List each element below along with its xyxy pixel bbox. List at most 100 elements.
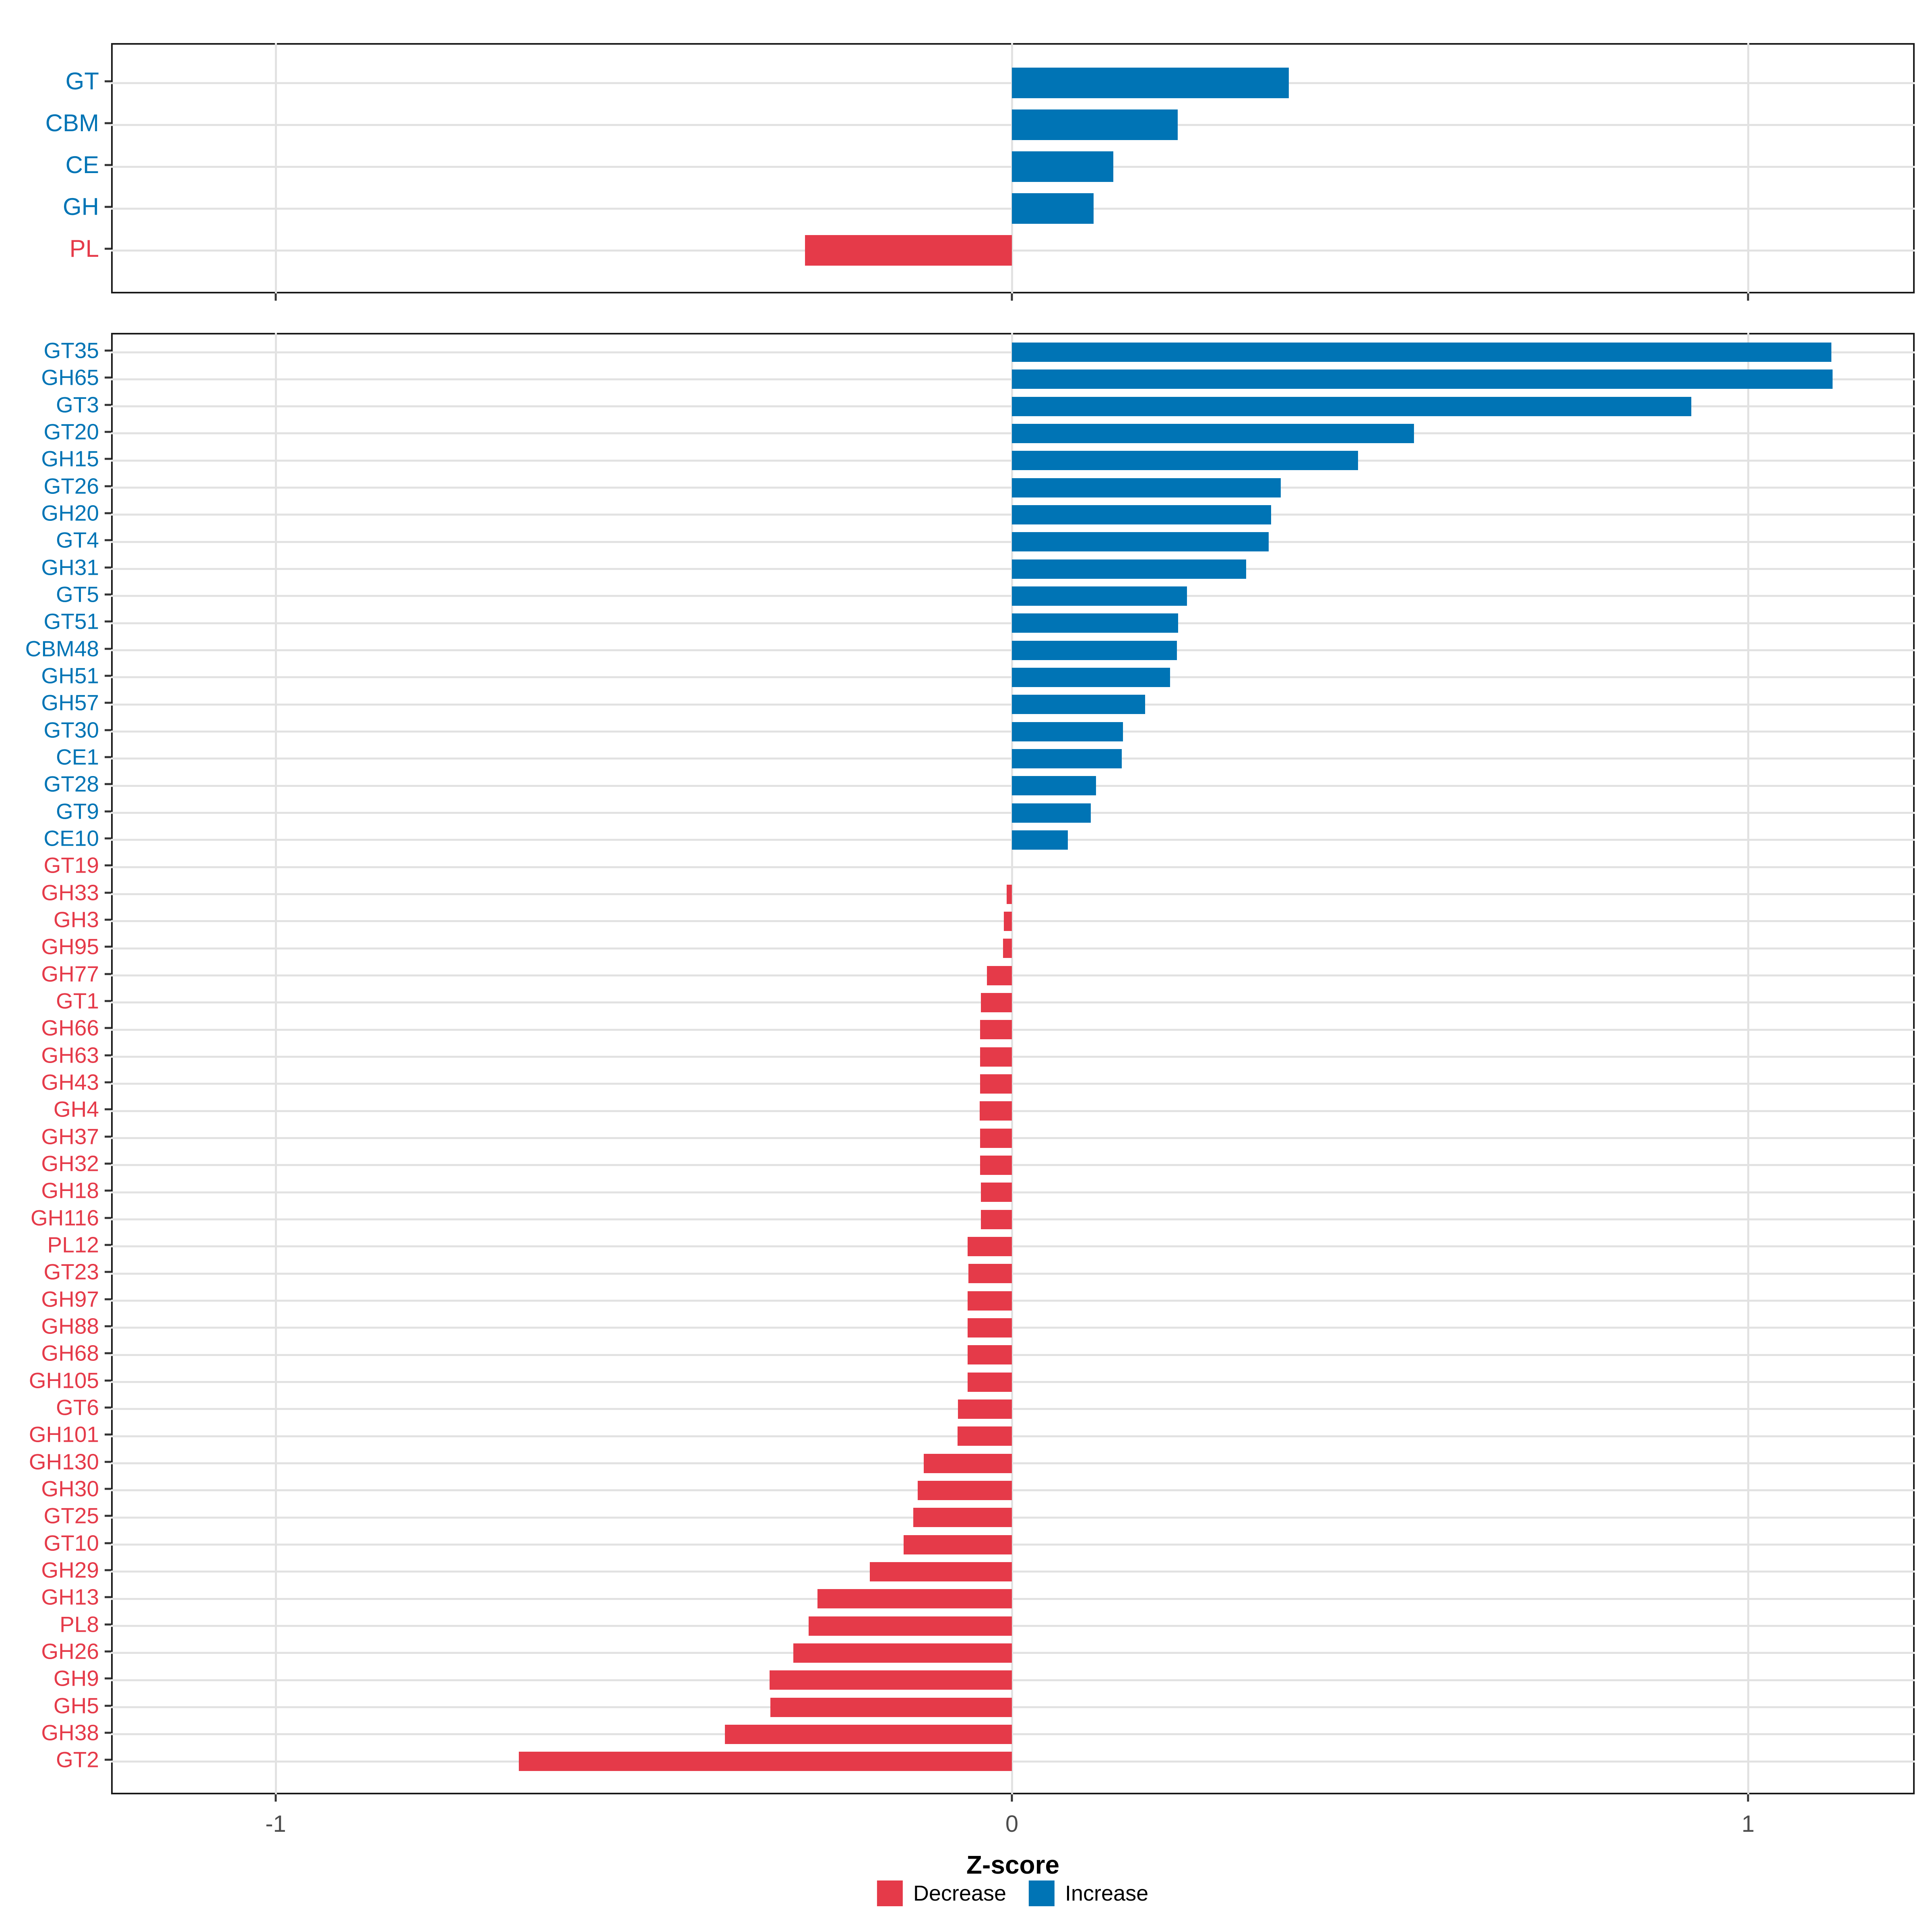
x-tick-label: 0 (1005, 1811, 1019, 1837)
y-tick (105, 539, 111, 541)
y-axis-label-GH105: GH105 (29, 1368, 99, 1393)
y-grid-line (111, 1191, 1915, 1193)
y-tick (105, 973, 111, 975)
x-tick (275, 293, 277, 301)
y-grid-line (111, 1083, 1915, 1085)
y-tick (105, 1732, 111, 1734)
y-axis-label-GH: GH (63, 193, 99, 220)
bar-CBM48 (1012, 640, 1177, 660)
y-axis-label-GH32: GH32 (41, 1151, 99, 1176)
y-tick (105, 1515, 111, 1517)
y-axis-label-GH37: GH37 (41, 1124, 99, 1149)
bar-GT4 (1012, 532, 1269, 552)
y-tick (105, 1379, 111, 1382)
y-tick (105, 620, 111, 623)
y-axis-label-GT10: GT10 (43, 1530, 99, 1556)
y-axis-label-GH38: GH38 (41, 1720, 99, 1745)
y-tick (105, 783, 111, 785)
y-tick (105, 648, 111, 650)
y-axis-label-GH116: GH116 (30, 1205, 99, 1230)
y-grid-line (111, 1679, 1915, 1681)
bar-GT20 (1012, 423, 1414, 443)
y-tick (105, 1623, 111, 1625)
y-grid-line (111, 1408, 1915, 1410)
y-grid-line (111, 920, 1915, 923)
y-grid-line (111, 1327, 1915, 1329)
bar-GH116 (981, 1210, 1012, 1229)
bar-GH51 (1012, 667, 1170, 687)
y-grid-line (111, 974, 1915, 977)
y-tick (105, 1542, 111, 1544)
bar-GT10 (904, 1535, 1012, 1554)
bar-GH32 (980, 1155, 1012, 1175)
y-tick (105, 404, 111, 406)
legend-label-decrease: Decrease (913, 1881, 1006, 1905)
y-grid-line (111, 1381, 1915, 1383)
y-grid-line (111, 866, 1915, 868)
y-tick (105, 1677, 111, 1680)
y-tick (105, 349, 111, 352)
y-tick (105, 892, 111, 894)
y-grid-line (111, 947, 1915, 949)
bar-GT (1012, 68, 1289, 98)
bar-GH57 (1012, 695, 1146, 714)
y-tick (105, 1406, 111, 1409)
bar-GH30 (917, 1480, 1012, 1500)
bar-GH37 (980, 1128, 1012, 1148)
y-axis-label-GH88: GH88 (41, 1313, 99, 1339)
bar-GH88 (968, 1318, 1012, 1338)
y-tick (105, 593, 111, 596)
y-axis-label-GT30: GT30 (43, 717, 99, 743)
y-tick (105, 512, 111, 514)
x-grid-line (275, 43, 277, 293)
y-tick (105, 1461, 111, 1463)
y-tick (105, 864, 111, 867)
y-axis-label-GH3: GH3 (53, 907, 99, 932)
y-axis-label-GT1: GT1 (56, 988, 99, 1013)
y-tick (105, 1000, 111, 1002)
y-grid-line (111, 1625, 1915, 1627)
y-axis-label-GT19: GT19 (43, 852, 99, 878)
bar-GT6 (958, 1399, 1012, 1419)
x-tick-label: 1 (1741, 1811, 1755, 1837)
bar-GH66 (980, 1020, 1012, 1040)
y-axis-label-GT25: GT25 (43, 1503, 99, 1528)
y-axis-label-GT51: GT51 (43, 609, 99, 634)
y-axis-label-GH66: GH66 (41, 1015, 99, 1040)
y-grid-line (111, 1516, 1915, 1519)
y-tick (105, 1325, 111, 1327)
y-tick (105, 1759, 111, 1761)
bar-GT51 (1012, 613, 1179, 633)
y-axis-label-GH31: GH31 (41, 555, 99, 580)
bar-GT25 (913, 1508, 1012, 1527)
y-grid-line (111, 893, 1915, 896)
y-axis-label-GH77: GH77 (41, 961, 99, 987)
y-axis-label-GH63: GH63 (41, 1042, 99, 1068)
y-axis-label-GH95: GH95 (41, 934, 99, 959)
y-tick (105, 1135, 111, 1138)
x-grid-line (1747, 43, 1749, 293)
y-tick (105, 919, 111, 921)
bar-GT23 (968, 1264, 1012, 1284)
y-axis-label-GH20: GH20 (41, 500, 99, 526)
x-tick (1747, 1794, 1749, 1802)
y-grid-line (111, 1652, 1915, 1654)
bar-GH18 (981, 1183, 1012, 1202)
y-tick (105, 248, 111, 250)
y-grid-line (111, 1272, 1915, 1275)
x-tick-label: -1 (265, 1811, 286, 1837)
y-axis-label-GH18: GH18 (41, 1178, 99, 1203)
y-tick (105, 1189, 111, 1192)
y-tick (105, 431, 111, 433)
y-grid-line (111, 1544, 1915, 1546)
y-axis-label-GH5: GH5 (53, 1693, 99, 1718)
bar-CE1 (1012, 749, 1122, 768)
y-tick (105, 1217, 111, 1219)
bar-GT5 (1012, 586, 1187, 606)
y-axis-label-GH101: GH101 (29, 1422, 99, 1447)
y-tick (105, 376, 111, 379)
y-grid-line (111, 1028, 1915, 1031)
bar-GH5 (770, 1697, 1012, 1717)
x-axis-title: Z-score (966, 1850, 1060, 1879)
y-grid-line (111, 1137, 1915, 1139)
